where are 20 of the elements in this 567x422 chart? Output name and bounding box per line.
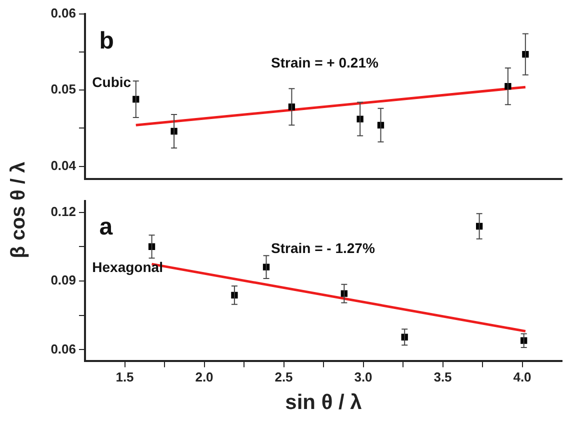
x-tick-label: 1.5: [116, 370, 134, 385]
annotation: Hexagonal: [92, 259, 163, 276]
x-tick-label: 3.5: [434, 370, 452, 385]
y-tick-label: 0.05: [50, 82, 76, 97]
x-tick-label: 4.0: [513, 370, 532, 385]
y-tick-label: 0.06: [50, 6, 76, 21]
x-tick-label: 2.5: [274, 370, 293, 385]
annotation: b: [99, 28, 114, 55]
y-axis-title: β cos θ / λ: [8, 162, 30, 258]
x-tick-label: 2.0: [195, 370, 214, 385]
annotation: a: [99, 214, 114, 241]
y-tick-label: 0.09: [50, 272, 76, 288]
y-tick-label: 0.04: [50, 158, 77, 173]
annotation: Cubic: [92, 74, 132, 90]
annotation: Strain = - 1.27%: [271, 240, 376, 256]
y-tick-label: 0.06: [50, 341, 76, 356]
x-tick-label: 3.0: [354, 370, 372, 385]
y-tick-label: 0.12: [50, 204, 76, 219]
annotation: Strain = + 0.21%: [271, 54, 379, 70]
x-axis-title: sin θ / λ: [285, 391, 362, 414]
